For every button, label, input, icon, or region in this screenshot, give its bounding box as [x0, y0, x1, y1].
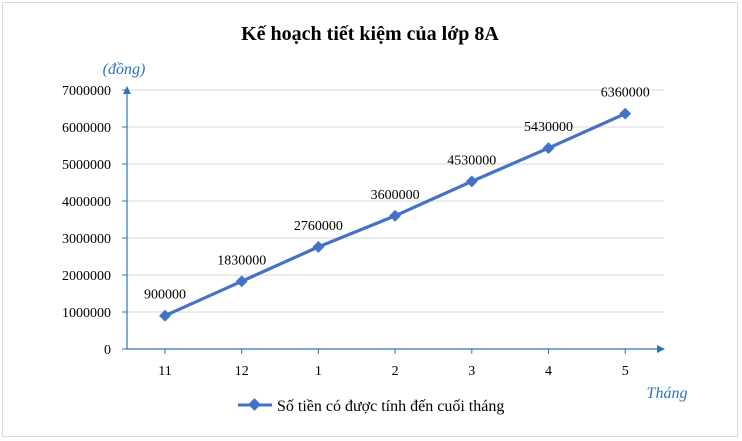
y-tick-label: 0 — [104, 343, 111, 358]
x-tick-label: 1 — [315, 364, 322, 379]
y-tick-label: 2000000 — [62, 269, 111, 284]
data-label: 6360000 — [601, 86, 650, 101]
y-axis-arrow-icon — [123, 86, 131, 94]
legend: Số tiền có được tính đến cuối tháng — [238, 398, 504, 415]
y-axis-ticks: 0 1000000 2000000 3000000 4000000 5000000 6000… — [62, 84, 127, 358]
x-tick-label: 3 — [468, 364, 475, 379]
data-label: 1830000 — [217, 253, 266, 268]
gridlines — [127, 89, 664, 313]
data-label: 4530000 — [447, 153, 496, 168]
y-tick-label: 5000000 — [62, 158, 111, 173]
y-tick-label: 1000000 — [62, 306, 111, 321]
data-labels: 900000 1830000 2760000 3600000 4530000 543000… — [144, 86, 650, 303]
legend-diamond-marker — [248, 398, 261, 411]
y-tick-label: 3000000 — [62, 232, 111, 247]
data-label: 3600000 — [371, 188, 420, 203]
x-tick-label: 5 — [622, 364, 629, 379]
x-axis-ticks: 11 12 1 2 3 4 5 — [158, 349, 629, 379]
x-tick-label: 12 — [235, 364, 249, 379]
data-point-marker — [542, 142, 555, 155]
data-label: 900000 — [144, 288, 186, 303]
data-label: 2760000 — [294, 219, 343, 234]
chart-frame — [2, 2, 738, 437]
data-point-marker — [619, 107, 632, 120]
x-axis-label: Tháng — [647, 385, 688, 402]
y-axis-label: (đồng) — [103, 61, 146, 78]
legend-label: Số tiền có được tính đến cuối tháng — [277, 398, 504, 415]
data-point-marker — [465, 175, 478, 188]
axes — [123, 86, 665, 353]
x-tick-label: 4 — [545, 364, 552, 379]
y-tick-label: 7000000 — [62, 84, 111, 99]
x-tick-label: 11 — [158, 364, 171, 379]
x-tick-label: 2 — [392, 364, 399, 379]
data-label: 5430000 — [524, 120, 573, 135]
data-points — [159, 107, 632, 322]
data-point-marker — [235, 275, 248, 288]
y-tick-label: 4000000 — [62, 195, 111, 210]
data-point-marker — [389, 209, 402, 222]
y-tick-label: 6000000 — [62, 121, 111, 136]
data-point-marker — [312, 240, 325, 253]
chart-title: Kế hoạch tiết kiệm của lớp 8A — [241, 23, 499, 45]
x-axis-arrow-icon — [657, 345, 665, 353]
